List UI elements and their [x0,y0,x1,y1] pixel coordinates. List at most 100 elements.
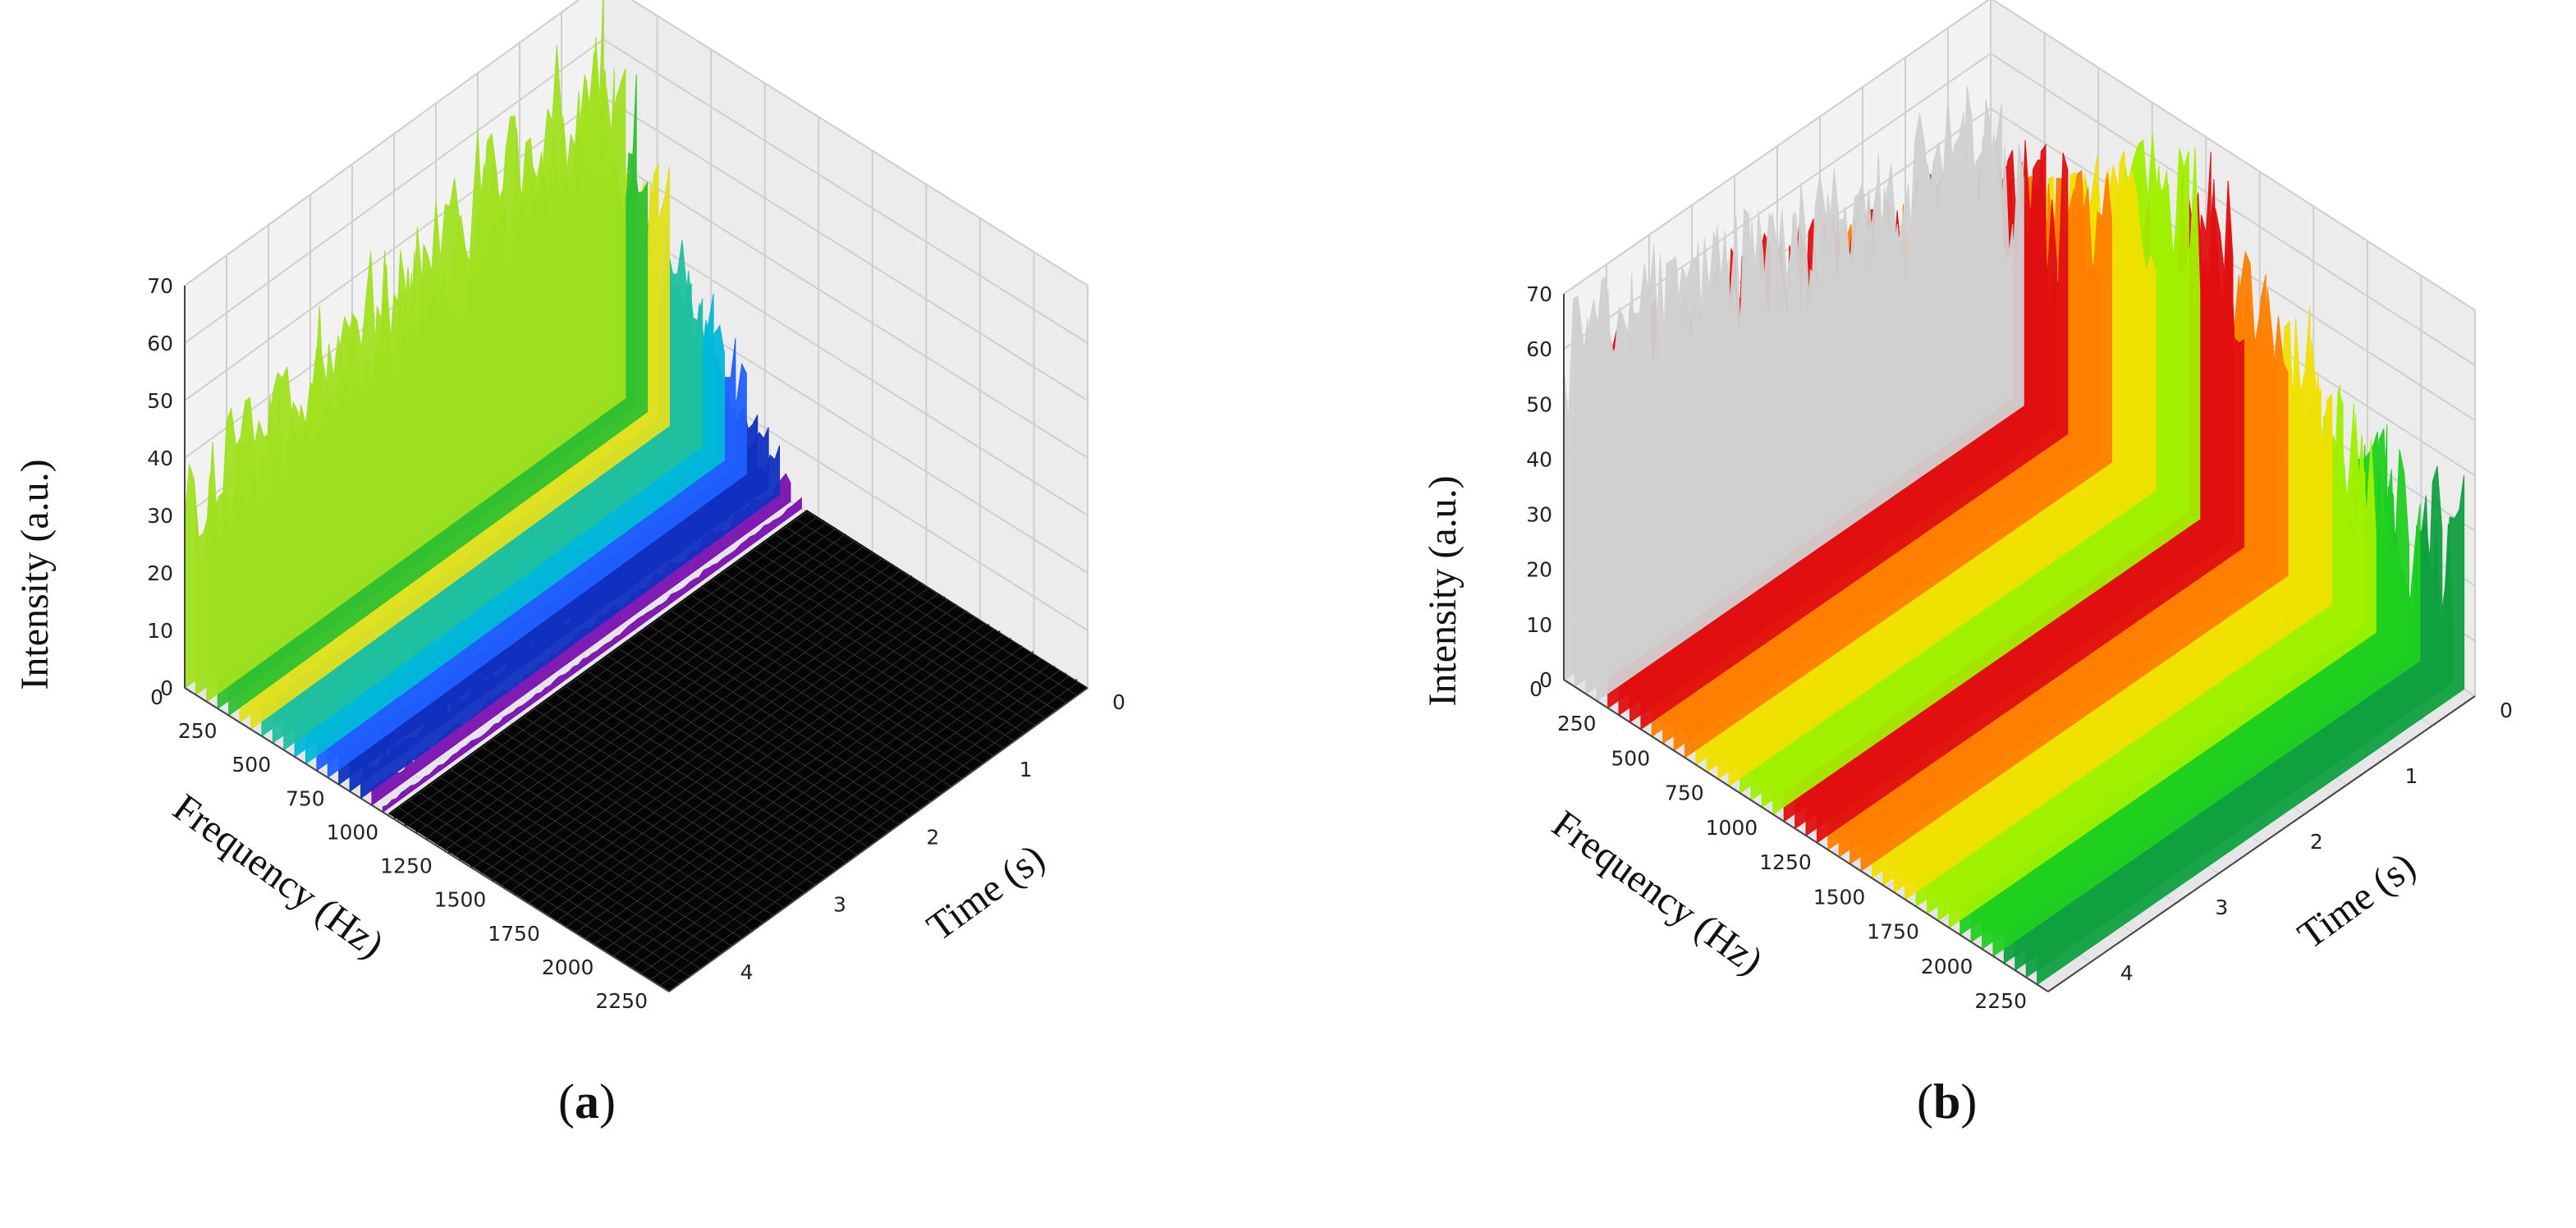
y-tick-label: 3 [2215,896,2228,919]
panel-a-surface [184,0,1089,992]
mesh-line [639,632,921,810]
mesh-line [555,693,837,871]
x-tick-label: 1000 [327,820,379,844]
panel-a-y-axis-label: Time (s) [919,836,1052,949]
x-tick-label: 1000 [1706,816,1758,840]
mesh-line [786,526,1067,703]
mesh-line [409,800,690,977]
panel-a-ticks: 0102030405060700250500750100012501500175… [147,274,1125,1013]
x-tick-label: 2000 [1921,955,1973,978]
y-tick-label: 3 [833,893,846,917]
mesh-line [502,731,785,909]
z-tick-label: 0 [160,676,173,700]
y-tick-label: 0 [2500,699,2513,722]
mesh-line [471,754,754,932]
x-tick-label: 1250 [380,855,433,878]
mesh-line [733,564,1015,742]
mesh-line [534,708,816,886]
x-tick-label: 0 [150,685,163,709]
panel-b-caption: (b) [1917,1074,1978,1129]
panel-a-z-axis-label: Intensity (a.u.) [13,459,57,690]
y-tick-label: 4 [2120,961,2134,985]
panel-b-caption-letter: b [1932,1074,1961,1129]
mesh-line [607,655,890,833]
surface-strip [382,497,802,813]
y-tick-label: 1 [1020,758,1033,781]
mesh-line [712,580,994,757]
mesh-line [681,602,963,780]
mesh-line [419,792,701,969]
mesh-line [461,762,743,939]
surface-strip [184,0,604,689]
mesh-line [429,784,712,962]
z-tick-label: 60 [147,332,173,355]
mesh-line [544,701,827,878]
mesh-line [586,671,869,848]
z-tick-label: 50 [1526,392,1552,416]
x-tick-label: 2250 [1974,989,2027,1013]
x-tick-label: 2250 [595,989,648,1013]
mesh-line [702,587,983,764]
x-tick-label: 1750 [488,922,540,946]
x-tick-label: 500 [231,753,271,777]
x-tick-label: 750 [286,786,325,810]
mesh-line [670,610,952,787]
panel-b-ticks: 0102030405060700250500750100012501500175… [1526,282,2513,1013]
mesh-line [493,739,774,916]
time-axis [2047,695,2476,992]
y-tick-label: 2 [2310,830,2323,854]
mesh-line [744,557,1025,734]
x-tick-label: 0 [1529,677,1542,701]
z-tick-label: 20 [1526,558,1552,582]
x-tick-label: 1500 [434,888,487,912]
panel-b-surface [1563,85,2465,986]
z-tick-label: 60 [1526,337,1552,361]
mesh-line [775,534,1057,712]
mesh-line [566,685,848,864]
mesh-line [806,511,1089,689]
z-tick-label: 40 [1526,447,1552,471]
mesh-line [451,769,732,946]
mesh-line [440,777,722,955]
x-tick-label: 250 [178,719,218,743]
mesh-line [649,625,932,803]
x-tick-label: 1500 [1813,885,1866,909]
panel-a-caption-letter: a [574,1074,599,1129]
z-tick-label: 50 [147,389,173,413]
mesh-line [795,519,1078,696]
mesh-line [691,594,974,772]
x-tick-label: 750 [1665,781,1704,805]
mesh-line [398,807,681,985]
y-tick-label: 1 [2404,764,2418,788]
time-axis [668,687,1089,992]
mesh-line [628,640,910,818]
panel-a-x-axis-label: Frequency (Hz) [165,786,392,967]
mesh-line [597,662,879,841]
mesh-line [576,678,858,855]
z-tick-label: 20 [147,561,173,585]
panel-a-caption: (a) [558,1074,616,1129]
mesh-line [513,723,795,901]
mesh-line [764,541,1047,719]
frequency-axis [184,687,670,992]
y-tick-label: 4 [740,960,754,984]
mesh-line [754,549,1036,726]
x-tick-label: 500 [1611,746,1650,770]
mesh-line [660,617,942,795]
z-tick-label: 70 [1526,282,1552,306]
z-tick-label: 30 [147,504,173,528]
panel-b-surface-plot: 0102030405060700250500750100012501500175… [1421,0,2513,1013]
frequency-axis [1563,679,2049,992]
z-tick-label: 0 [1539,668,1552,692]
z-tick-label: 70 [147,274,173,298]
x-tick-label: 1750 [1867,920,1919,944]
z-tick-label: 40 [147,447,173,470]
x-tick-label: 2000 [542,955,594,979]
z-tick-label: 10 [1526,613,1552,637]
mesh-line [524,716,806,894]
y-tick-label: 2 [926,825,939,849]
z-tick-label: 30 [1526,503,1552,527]
x-tick-label: 250 [1557,712,1597,735]
mesh-line [482,746,764,924]
